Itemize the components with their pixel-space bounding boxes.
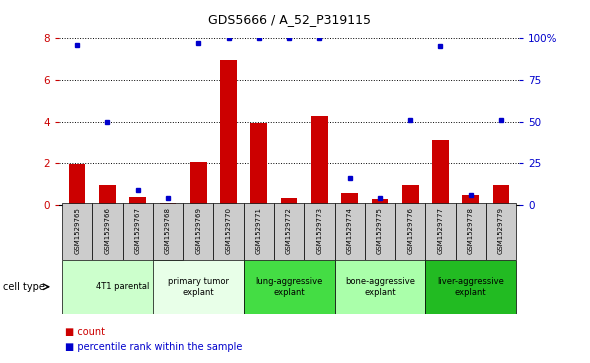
Bar	[251, 123, 267, 205]
Bar	[304, 203, 335, 260]
Bar	[153, 203, 183, 260]
Text: GSM1529765: GSM1529765	[74, 207, 80, 254]
Text: GSM1529778: GSM1529778	[468, 207, 474, 254]
Text: cell type: cell type	[3, 282, 45, 292]
Text: GSM1529772: GSM1529772	[286, 207, 292, 254]
Bar	[129, 197, 146, 205]
Text: GSM1529769: GSM1529769	[195, 207, 201, 254]
Text: ■ count: ■ count	[65, 327, 105, 337]
Bar	[335, 260, 425, 314]
Bar	[244, 260, 335, 314]
Text: GSM1529768: GSM1529768	[165, 207, 171, 254]
Bar	[274, 203, 304, 260]
Bar	[281, 198, 297, 205]
Text: GSM1529776: GSM1529776	[407, 207, 413, 254]
Bar	[190, 162, 206, 205]
Bar	[425, 203, 455, 260]
Bar	[69, 164, 86, 205]
Bar	[153, 260, 244, 314]
Text: GSM1529775: GSM1529775	[377, 207, 383, 254]
Bar	[463, 195, 479, 205]
Bar	[372, 199, 388, 205]
Bar	[220, 60, 237, 205]
Text: GSM1529766: GSM1529766	[104, 207, 110, 254]
Text: GSM1529774: GSM1529774	[347, 207, 353, 254]
Bar	[335, 203, 365, 260]
Bar	[342, 192, 358, 205]
Bar	[455, 203, 486, 260]
Bar	[425, 260, 516, 314]
Bar	[160, 203, 176, 205]
Text: GSM1529777: GSM1529777	[437, 207, 444, 254]
Bar	[311, 117, 327, 205]
Bar	[92, 203, 123, 260]
Bar	[244, 203, 274, 260]
Text: GSM1529779: GSM1529779	[498, 207, 504, 254]
Bar	[486, 203, 516, 260]
Bar	[99, 185, 116, 205]
Bar	[214, 203, 244, 260]
Text: 4T1 parental: 4T1 parental	[96, 282, 149, 291]
Bar	[183, 203, 214, 260]
Text: GSM1529771: GSM1529771	[256, 207, 262, 254]
Bar	[493, 185, 509, 205]
Text: ■ percentile rank within the sample: ■ percentile rank within the sample	[65, 342, 242, 352]
Text: GDS5666 / A_52_P319115: GDS5666 / A_52_P319115	[208, 13, 371, 26]
Bar	[402, 185, 418, 205]
Bar	[432, 140, 449, 205]
Bar	[62, 203, 92, 260]
Text: bone-aggressive
explant: bone-aggressive explant	[345, 277, 415, 297]
Bar	[123, 203, 153, 260]
Bar	[365, 203, 395, 260]
Bar	[395, 203, 425, 260]
Text: primary tumor
explant: primary tumor explant	[168, 277, 229, 297]
Text: GSM1529767: GSM1529767	[135, 207, 141, 254]
Text: lung-aggressive
explant: lung-aggressive explant	[255, 277, 323, 297]
Text: liver-aggressive
explant: liver-aggressive explant	[437, 277, 504, 297]
Text: GSM1529773: GSM1529773	[316, 207, 322, 254]
Text: GSM1529770: GSM1529770	[225, 207, 231, 254]
Bar	[62, 260, 183, 314]
